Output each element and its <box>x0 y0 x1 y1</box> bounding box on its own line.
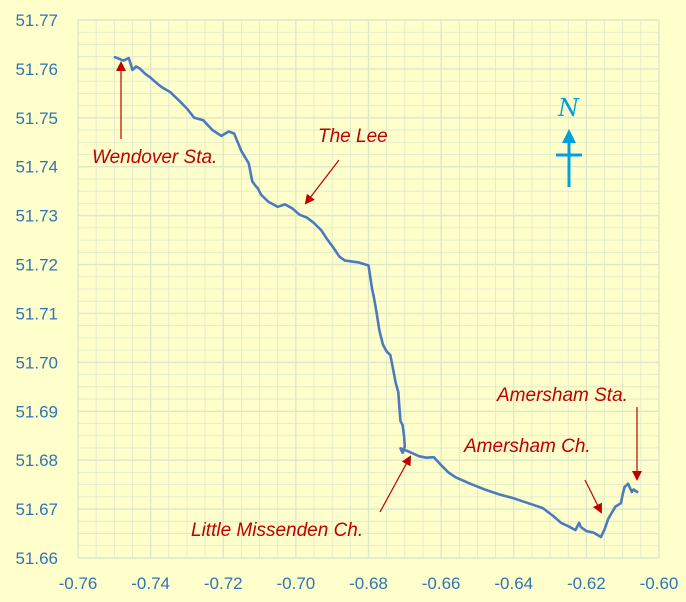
annotation-the-lee: The Lee <box>304 126 388 205</box>
x-tick-label: -0.72 <box>204 574 243 593</box>
x-axis-ticks: -0.76 -0.74 -0.72 -0.70 -0.68 -0.66 -0.64 -0.62… <box>59 574 679 593</box>
annotation-arrow <box>304 159 340 205</box>
annotation-little-missenden: Little Missenden Ch. <box>191 455 411 541</box>
y-tick-label: 51.77 <box>15 11 58 30</box>
north-label: N <box>557 94 580 122</box>
north-arrow: N <box>556 94 582 187</box>
annotation-label: Amersham Ch. <box>463 436 591 457</box>
y-tick-label: 51.68 <box>15 451 58 470</box>
x-tick-label: -0.76 <box>59 574 98 593</box>
annotation-label: Little Missenden Ch. <box>191 520 363 541</box>
annotation-arrow <box>584 479 602 514</box>
y-tick-label: 51.72 <box>15 256 58 275</box>
y-tick-label: 51.69 <box>15 402 58 421</box>
y-tick-label: 51.76 <box>15 60 58 79</box>
y-tick-label: 51.70 <box>15 353 58 372</box>
y-axis-ticks: 51.66 51.67 51.68 51.69 51.70 51.71 51.72 51.73… <box>15 11 58 568</box>
annotation-amersham-sta: Amersham Sta. <box>496 385 642 481</box>
annotation-wendover: Wendover Sta. <box>92 61 217 168</box>
annotation-label: Amersham Sta. <box>496 385 628 406</box>
y-tick-label: 51.75 <box>15 109 58 128</box>
x-tick-label: -0.62 <box>567 574 606 593</box>
x-tick-label: -0.70 <box>277 574 316 593</box>
x-tick-label: -0.68 <box>349 574 388 593</box>
x-tick-label: -0.66 <box>422 574 461 593</box>
annotation-arrow <box>379 455 411 513</box>
grid <box>77 19 660 559</box>
route-line <box>113 55 639 539</box>
y-tick-label: 51.66 <box>15 549 58 568</box>
x-tick-label: -0.64 <box>494 574 533 593</box>
annotation-label: The Lee <box>318 126 388 147</box>
annotation-label: Wendover Sta. <box>92 147 217 168</box>
x-tick-label: -0.74 <box>131 574 170 593</box>
annotation-amersham-ch: Amersham Ch. <box>463 436 602 514</box>
x-tick-label: -0.60 <box>640 574 679 593</box>
y-tick-label: 51.67 <box>15 500 58 519</box>
y-tick-label: 51.71 <box>15 304 58 323</box>
y-tick-label: 51.73 <box>15 207 58 226</box>
y-tick-label: 51.74 <box>15 158 58 177</box>
